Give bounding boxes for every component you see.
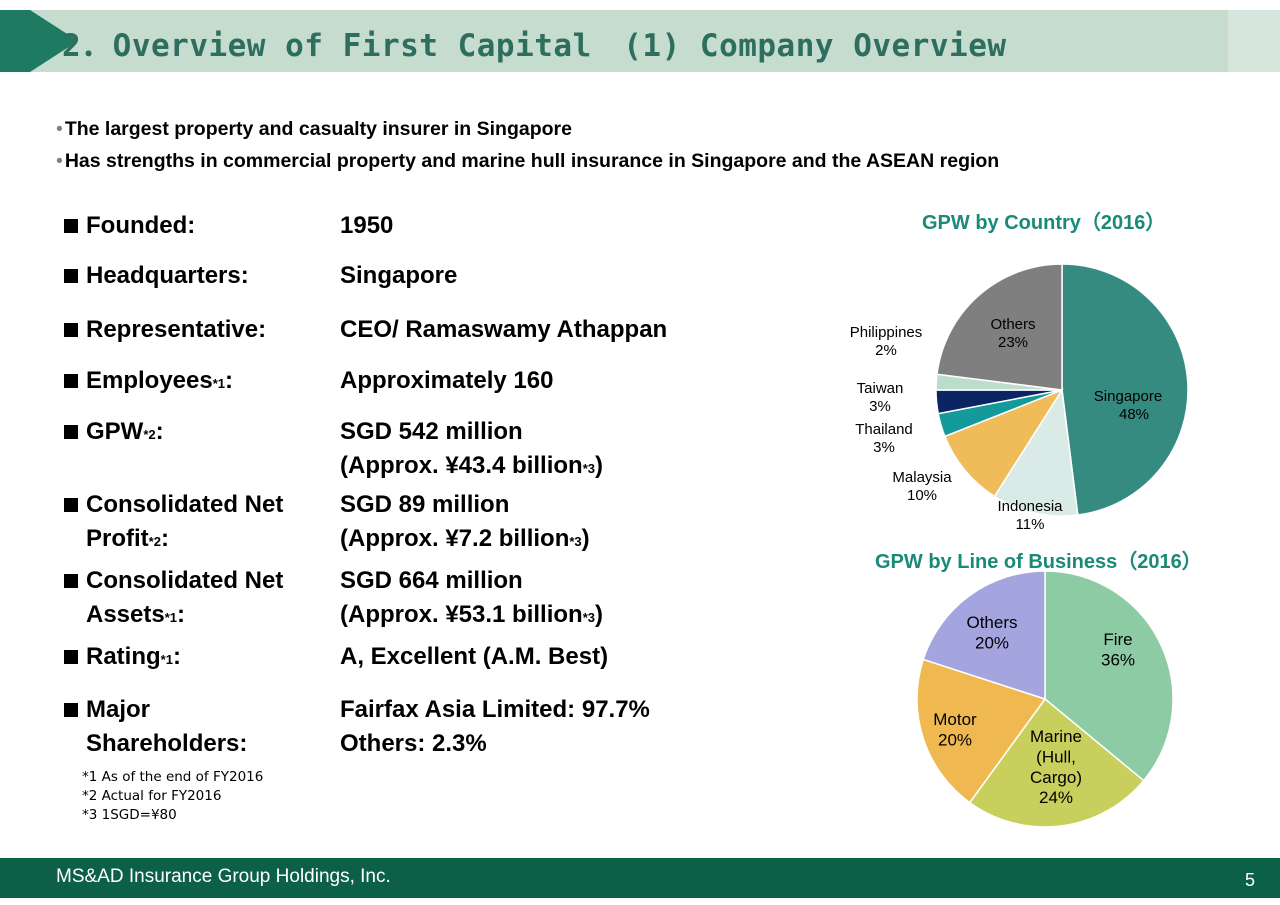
- square-bullet-icon: [64, 574, 78, 588]
- pie-0-slice-1: [993, 387, 1079, 517]
- pie-0-label-4: Taiwan 3%: [857, 380, 904, 415]
- fact-label: Founded:: [86, 212, 196, 239]
- fact-label: Employees*1:: [86, 367, 234, 394]
- fact-value: SGD 542 million (Approx. ¥43.4 billion*3…: [340, 418, 604, 479]
- fact-label: Rating*1:: [86, 643, 181, 670]
- footnote-1: *1 As of the end of FY2016: [82, 769, 264, 785]
- fact-label: Consolidated Net Profit*2:: [86, 491, 284, 552]
- pie-1-label-1: Marine (Hull, Cargo) 24%: [1030, 727, 1082, 807]
- fact-value: SGD 664 million (Approx. ¥53.1 billion*3…: [340, 567, 604, 628]
- summary-bullets: • The largest property and casualty insur…: [56, 113, 999, 177]
- fact-value: 1950: [340, 212, 394, 239]
- footnotes: *1 As of the end of FY2016 *2 Actual for…: [82, 768, 263, 825]
- summary-bullet-2: • Has strengths in commercial property an…: [56, 150, 1000, 172]
- pie-1-slice-1: [968, 697, 1145, 828]
- pie-1-slice-3: [922, 570, 1046, 701]
- footer-company: MS&AD Insurance Group Holdings, Inc.: [56, 866, 391, 887]
- fact-value: CEO/ Ramaswamy Athappan: [340, 316, 668, 343]
- bullet-dot-icon: •: [56, 150, 63, 172]
- page-number: 5: [1245, 870, 1256, 890]
- pie-1-slice-2: [916, 658, 1047, 804]
- fact-value: Fairfax Asia Limited: 97.7% Others: 2.3%: [340, 696, 650, 757]
- footnote-3: *3 1SGD=¥80: [82, 807, 177, 823]
- line-chart-title: GPW by Line of Business（2016）: [875, 551, 1202, 573]
- country-chart-title: GPW by Country（2016）: [922, 212, 1166, 234]
- fact-value: Singapore: [340, 262, 458, 289]
- pie-1-label-0: Fire 36%: [1101, 630, 1135, 669]
- footer-band: [0, 858, 1280, 898]
- fact-label: Major Shareholders:: [86, 696, 248, 757]
- square-bullet-icon: [64, 269, 78, 283]
- header-accent-arrow: [30, 10, 78, 72]
- pie-1-slice-0: [1044, 570, 1174, 782]
- summary-bullet-1: • The largest property and casualty insur…: [56, 118, 572, 140]
- fact-value: SGD 89 million (Approx. ¥7.2 billion*3): [340, 491, 590, 552]
- fact-label: Consolidated Net Assets*1:: [86, 567, 284, 628]
- square-bullet-icon: [64, 498, 78, 512]
- fact-label: GPW*2:: [86, 418, 164, 445]
- square-bullet-icon: [64, 323, 78, 337]
- header-band: [0, 10, 1280, 72]
- fact-value: A, Excellent (A.M. Best): [340, 643, 609, 670]
- pie-0-label-5: Philippines 2%: [850, 324, 923, 359]
- pie-0-label-0: Singapore 48%: [1094, 388, 1162, 423]
- square-bullet-icon: [64, 650, 78, 664]
- pie-0-slice-0: [1061, 263, 1189, 516]
- fact-value: Approximately 160: [340, 367, 554, 394]
- square-bullet-icon: [64, 425, 78, 439]
- fact-label: Representative:: [86, 316, 267, 343]
- pie-0-slice-6: [936, 263, 1063, 391]
- pie-0-label-3: Thailand 3%: [855, 421, 913, 456]
- pie-0-label-1: Indonesia 11%: [997, 498, 1063, 533]
- pie-0-label-6: Others 23%: [990, 316, 1035, 351]
- fact-label: Headquarters:: [86, 262, 249, 289]
- header-accent: [0, 10, 30, 72]
- page-title: 2．Overview of First Capital (1) Company …: [62, 28, 1007, 64]
- pie-1-label-2: Motor 20%: [933, 710, 977, 749]
- pie-0-slice-2: [943, 388, 1064, 498]
- footnote-2: *2 Actual for FY2016: [82, 788, 222, 804]
- pie-0-label-2: Malaysia 10%: [892, 469, 952, 504]
- square-bullet-icon: [64, 703, 78, 717]
- bullet-dot-icon: •: [56, 118, 63, 140]
- pie-1-label-3: Others 20%: [966, 613, 1017, 652]
- header-right-block: [1228, 10, 1280, 72]
- square-bullet-icon: [64, 374, 78, 388]
- square-bullet-icon: [64, 219, 78, 233]
